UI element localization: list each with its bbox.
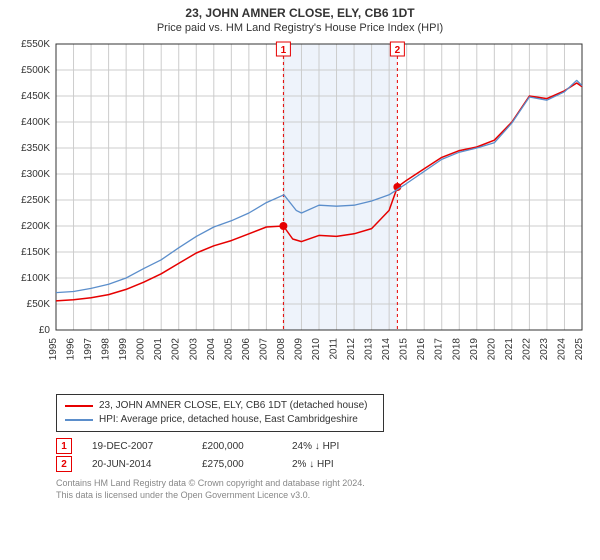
footer-attribution: Contains HM Land Registry data © Crown c… (56, 478, 590, 501)
svg-text:2008: 2008 (276, 338, 287, 361)
event-marker-2: 2 (56, 456, 72, 472)
svg-text:2007: 2007 (258, 338, 269, 361)
chart-title: 23, JOHN AMNER CLOSE, ELY, CB6 1DT (10, 6, 590, 20)
svg-text:2001: 2001 (153, 338, 164, 361)
svg-text:2018: 2018 (451, 338, 462, 361)
legend-item-hpi: HPI: Average price, detached house, East… (65, 413, 375, 427)
events-table: 1 19-DEC-2007 £200,000 24% ↓ HPI 2 20-JU… (56, 438, 590, 472)
svg-text:1995: 1995 (48, 338, 59, 361)
event-row-2: 2 20-JUN-2014 £275,000 2% ↓ HPI (56, 456, 590, 472)
svg-text:2003: 2003 (188, 338, 199, 361)
svg-text:1999: 1999 (118, 338, 129, 361)
svg-text:£450K: £450K (21, 91, 50, 102)
svg-text:2017: 2017 (434, 338, 445, 361)
svg-text:2023: 2023 (539, 338, 550, 361)
svg-text:2005: 2005 (223, 338, 234, 361)
legend-swatch-hpi (65, 419, 93, 421)
svg-text:2016: 2016 (416, 338, 427, 361)
svg-text:2006: 2006 (241, 338, 252, 361)
svg-text:1998: 1998 (101, 338, 112, 361)
legend-item-property: 23, JOHN AMNER CLOSE, ELY, CB6 1DT (deta… (65, 399, 375, 413)
legend-swatch-property (65, 405, 93, 407)
event-row-1: 1 19-DEC-2007 £200,000 24% ↓ HPI (56, 438, 590, 454)
svg-text:2009: 2009 (293, 338, 304, 361)
svg-text:2025: 2025 (574, 338, 585, 361)
svg-text:£0: £0 (39, 325, 51, 336)
footer-line-1: Contains HM Land Registry data © Crown c… (56, 478, 590, 490)
svg-text:2000: 2000 (136, 338, 147, 361)
legend-label-property: 23, JOHN AMNER CLOSE, ELY, CB6 1DT (deta… (99, 399, 367, 413)
event-marker-1: 1 (56, 438, 72, 454)
event-price-2: £275,000 (202, 459, 292, 470)
svg-text:2013: 2013 (364, 338, 375, 361)
svg-text:£250K: £250K (21, 195, 50, 206)
price-chart: £0 £50K £100K £150K £200K £250K £300K £350K £400… (10, 38, 590, 388)
event-pct-2: 2% ↓ HPI (292, 459, 402, 470)
legend: 23, JOHN AMNER CLOSE, ELY, CB6 1DT (deta… (56, 394, 384, 432)
svg-text:2012: 2012 (346, 338, 357, 361)
svg-text:£150K: £150K (21, 247, 50, 258)
svg-text:2004: 2004 (206, 338, 217, 361)
svg-text:£550K: £550K (21, 39, 50, 50)
svg-text:2015: 2015 (399, 338, 410, 361)
footer-line-2: This data is licensed under the Open Gov… (56, 490, 590, 502)
svg-text:1997: 1997 (83, 338, 94, 361)
svg-text:£100K: £100K (21, 273, 50, 284)
svg-text:2019: 2019 (469, 338, 480, 361)
event-pct-1: 24% ↓ HPI (292, 441, 402, 452)
svg-text:£50K: £50K (27, 299, 51, 310)
svg-text:2022: 2022 (521, 338, 532, 361)
svg-text:£200K: £200K (21, 221, 50, 232)
svg-text:2: 2 (395, 45, 401, 56)
svg-text:2002: 2002 (171, 338, 182, 361)
svg-text:£350K: £350K (21, 143, 50, 154)
event-date-2: 20-JUN-2014 (92, 459, 202, 470)
chart-subtitle: Price paid vs. HM Land Registry's House … (10, 22, 590, 34)
event-date-1: 19-DEC-2007 (92, 441, 202, 452)
svg-text:1: 1 (281, 45, 287, 56)
svg-text:1996: 1996 (66, 338, 77, 361)
svg-text:2011: 2011 (329, 338, 340, 360)
svg-text:2021: 2021 (504, 338, 515, 361)
svg-text:2024: 2024 (556, 338, 567, 361)
svg-text:£500K: £500K (21, 65, 50, 76)
legend-label-hpi: HPI: Average price, detached house, East… (99, 413, 358, 427)
svg-text:2020: 2020 (486, 338, 497, 361)
chart-svg: £0 £50K £100K £150K £200K £250K £300K £350K £400… (10, 38, 590, 388)
svg-text:2010: 2010 (311, 338, 322, 361)
svg-text:£300K: £300K (21, 169, 50, 180)
svg-text:£400K: £400K (21, 117, 50, 128)
event-price-1: £200,000 (202, 441, 292, 452)
svg-text:2014: 2014 (381, 338, 392, 361)
